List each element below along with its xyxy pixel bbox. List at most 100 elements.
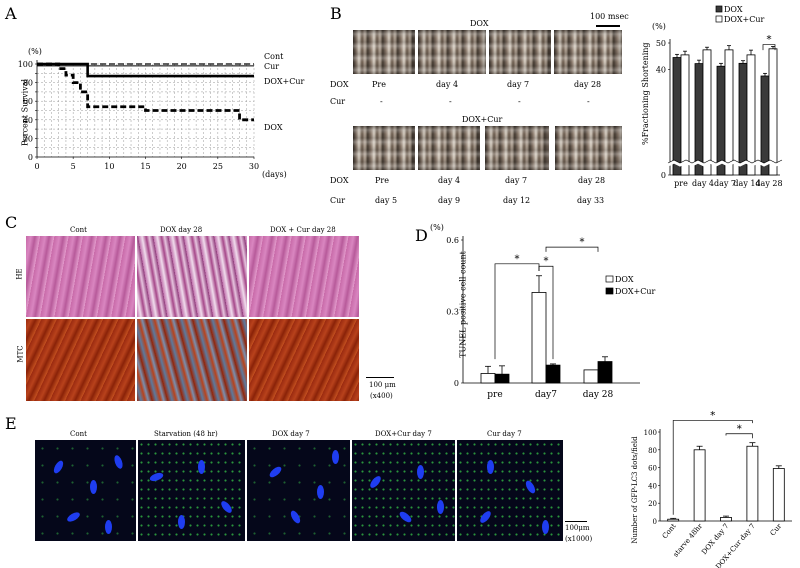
histology-mtc-cont: [26, 319, 135, 401]
panel-c-col-label: Cont: [70, 226, 87, 234]
y-tick-label: 80: [648, 447, 657, 455]
bar-gfp-lc3: [667, 518, 680, 522]
fluorescence-dox-day7: [247, 440, 350, 541]
bar-gfp-lc3: [720, 517, 732, 522]
echo-image-dox-day7: [489, 30, 551, 74]
y-tick-label: 0: [28, 153, 33, 162]
legend-label: DOX: [615, 275, 634, 284]
panel-letter-a: A: [5, 4, 17, 23]
panel-c-scale-bar: [366, 377, 394, 378]
y-tick-label: 100: [18, 60, 33, 69]
echo-image-dox-day28: [554, 30, 622, 74]
panel-e-col-label: DOX+Cur day 7: [375, 430, 432, 438]
echo-image-dox-day4: [418, 30, 486, 74]
y-tick-label: 20: [23, 134, 33, 143]
significance-star: *: [580, 237, 585, 248]
x-tick-label: day 28: [583, 390, 614, 400]
panel-letter-e: E: [5, 414, 17, 433]
legend-label: DOX: [724, 5, 743, 14]
x-tick-label: pre: [487, 390, 502, 400]
legend-label: DOX+Cur: [615, 287, 656, 296]
axis-break-line: [667, 159, 783, 164]
panel-b-row-cur-label: Cur: [330, 97, 346, 106]
panel-b-bottom-day: Pre: [375, 176, 389, 185]
x-tick-label: 5: [71, 162, 76, 171]
panel-b-row-dox-label: DOX: [330, 80, 349, 89]
echo-image-doxcur-day4: [418, 126, 480, 170]
survival-line-dox-cur: [37, 62, 254, 78]
significance-bracket: [725, 433, 753, 439]
panel-a-survival-chart: 0 20 40 60 80 100 0 5 10 15 20 25 30: [18, 60, 259, 171]
panel-b-dox-title: DOX: [470, 19, 489, 28]
panel-letter-d: D: [415, 226, 428, 245]
panel-b-top-cur: -: [587, 97, 590, 106]
y-tick-label: 0: [653, 518, 657, 526]
panel-a-label-doxcur: DOX+Cur: [264, 77, 305, 86]
significance-star: *: [737, 424, 742, 435]
y-tick-label: 40: [648, 482, 657, 490]
panel-b-bottom-cur: day 12: [503, 196, 531, 205]
panel-e-col-label: Cont: [70, 430, 87, 438]
survival-line-dox: [37, 62, 254, 122]
panel-b-scale-bar-label: 100 msec: [590, 12, 629, 21]
panel-a-label-cur: Cur: [264, 62, 280, 71]
panel-b-bottom-day: day 4: [438, 176, 461, 185]
panel-b-top-day: day 7: [507, 80, 530, 89]
legend-swatch: [715, 5, 723, 13]
panel-b-top-cur: -: [518, 97, 521, 106]
panel-letter-c: C: [5, 213, 18, 232]
x-tick-label: day 28: [755, 179, 782, 188]
y-tick-label: 40: [656, 65, 666, 74]
panel-b-bottom-cur: day 9: [438, 196, 461, 205]
panel-b-top-cur: -: [449, 97, 452, 106]
legend-swatch: [605, 275, 614, 283]
echo-image-dox-pre: [353, 30, 415, 74]
panel-b-bottom-cur: day 33: [577, 196, 605, 205]
x-tick-label: day 14: [733, 179, 760, 188]
panel-e-magnification: (x1000): [565, 535, 593, 543]
x-tick-label: 10: [104, 162, 114, 171]
panel-c-col-label: DOX + Cur day 28: [270, 226, 336, 234]
y-tick-label: 40: [23, 116, 33, 125]
histology-he-doxcur: [249, 236, 359, 317]
significance-bracket: [672, 420, 753, 515]
panel-b-top-day: day 28: [574, 80, 602, 89]
echo-image-doxcur-day28: [555, 126, 622, 170]
panel-b-bottom-day: day 7: [505, 176, 528, 185]
echo-image-doxcur-pre: [353, 126, 415, 170]
axis-break: [667, 160, 783, 167]
panel-b-row-cur-label-2: Cur: [330, 196, 346, 205]
significance-bracket: [545, 246, 599, 252]
legend-swatch: [605, 287, 614, 295]
x-tick-label: 15: [140, 162, 150, 171]
panel-e-col-label: DOX day 7: [272, 430, 310, 438]
bar-gfp-lc3: [772, 468, 785, 522]
significance-star: *: [544, 256, 549, 267]
panel-b-top-cur: -: [380, 97, 383, 106]
y-tick-label: 0.6: [446, 236, 459, 245]
y-tick-label: 50: [656, 39, 666, 48]
significance-star: *: [767, 35, 772, 46]
significance-star: *: [515, 254, 520, 265]
y-tick-label: 60: [648, 465, 657, 473]
panel-c-scale-label: 100 μm: [369, 381, 396, 389]
panel-b-top-day: day 4: [436, 80, 459, 89]
y-tick-label: 0.3: [446, 308, 459, 317]
panel-a-y-unit: (%): [28, 47, 42, 56]
significance-bracket: [762, 44, 776, 51]
x-tick-label: pre: [674, 179, 688, 188]
histology-mtc-doxcur: [249, 319, 359, 401]
panel-e-scale-label: 100μm: [565, 524, 590, 532]
panel-e-col-label: Cur day 7: [487, 430, 522, 438]
panel-d-y-unit: (%): [430, 223, 444, 232]
x-tick-label: day 7: [714, 179, 736, 188]
fluorescence-starvation: [138, 440, 245, 541]
panel-b-top-day: Pre: [372, 80, 386, 89]
y-tick-label: 20: [648, 500, 657, 508]
y-tick-label: 80: [23, 79, 33, 88]
bar-gfp-lc3: [746, 445, 759, 522]
chart-b-y-label: %Fractioning Shortening: [641, 42, 650, 145]
histology-he-cont: [26, 236, 135, 317]
x-tick-label: 25: [213, 162, 223, 171]
